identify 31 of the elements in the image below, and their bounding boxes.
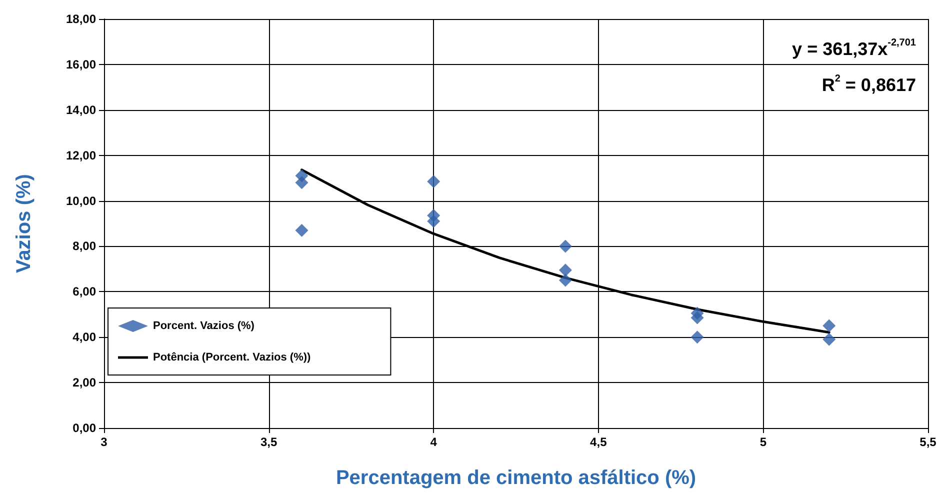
point <box>427 214 440 228</box>
y-tick-label: 8,00 <box>72 239 96 254</box>
point <box>295 176 308 190</box>
point <box>822 319 836 332</box>
legend-label: Potência (Porcent. Vazios (%)) <box>153 352 312 364</box>
point <box>558 240 572 253</box>
legend-label: Porcent. Vazios (%) <box>153 320 255 332</box>
point <box>822 332 836 346</box>
y-tick-label: 18,00 <box>66 12 96 26</box>
y-tick-label: 4,00 <box>72 330 96 344</box>
x-tick-label: 5 <box>760 435 767 449</box>
y-tick-label: 6,00 <box>72 284 96 299</box>
y-tick-label: 16,00 <box>66 57 96 72</box>
point <box>558 274 572 287</box>
y-tick-label: 10,00 <box>66 194 96 208</box>
point <box>690 311 704 324</box>
x-tick-label: 3 <box>100 435 108 449</box>
point <box>295 224 308 237</box>
y-axis-title: Vazios (%) <box>13 174 35 273</box>
x-tick-label: 4 <box>430 435 438 449</box>
point <box>690 330 704 344</box>
y-tick-label: 0,00 <box>72 421 96 435</box>
x-axis-title: Percentagem de cimento asfáltico (%) <box>336 467 696 489</box>
point <box>427 174 440 188</box>
y-tick-label: 12,00 <box>66 148 96 162</box>
y-tick-label: 2,00 <box>72 376 96 390</box>
x-tick-label: 5,5 <box>920 435 937 449</box>
y-tick-label: 14,00 <box>66 102 96 117</box>
x-tick-label: 3,5 <box>260 435 278 449</box>
point <box>558 264 572 277</box>
x-tick-label: 4,5 <box>590 435 608 449</box>
